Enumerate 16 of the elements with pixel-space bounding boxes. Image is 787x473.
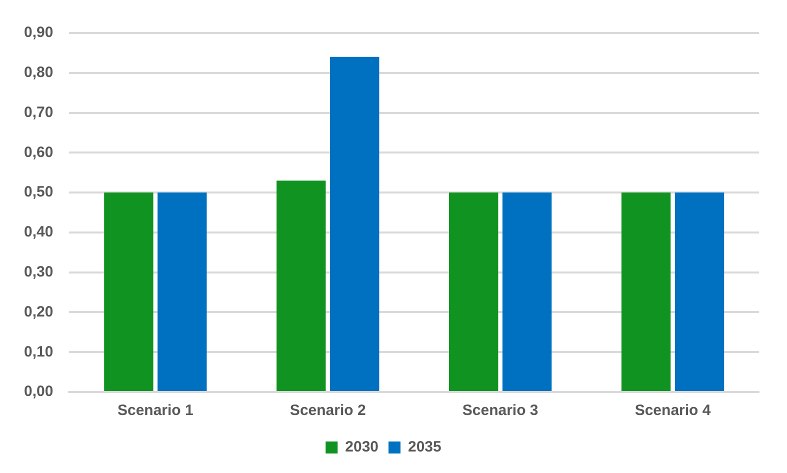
x-tick-label: Scenario 1	[117, 402, 194, 420]
y-tick-label: 0,40	[24, 224, 54, 241]
y-tick-label: 0,60	[24, 144, 54, 161]
legend-label: 2030	[345, 438, 379, 456]
x-tick-label: Scenario 3	[462, 402, 538, 420]
y-tick-label: 0,00	[24, 383, 54, 400]
y-tick-label: 0,70	[24, 104, 54, 121]
y-tick-label: 0,90	[24, 24, 54, 42]
x-tick-label: Scenario 2	[290, 402, 366, 420]
y-tick-label: 0,30	[24, 263, 54, 280]
y-tick-label: 0,20	[24, 303, 54, 320]
y-tick-label: 0,10	[24, 343, 54, 360]
y-tick-label: 0,80	[24, 64, 54, 82]
y-tick-label: 0,50	[24, 184, 54, 201]
x-tick-label: Scenario 4	[634, 402, 712, 420]
legend-label: 2035	[408, 438, 442, 456]
